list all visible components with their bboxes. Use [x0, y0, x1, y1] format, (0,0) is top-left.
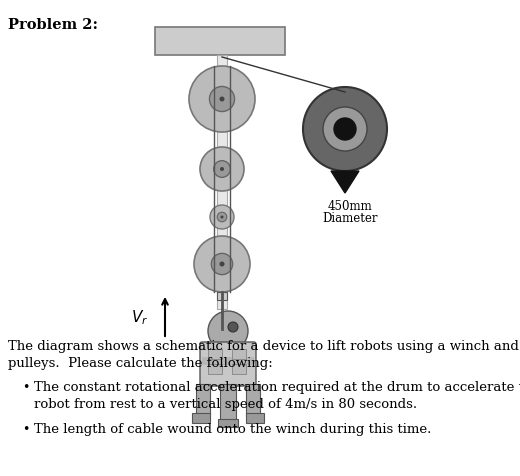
- Circle shape: [210, 87, 235, 112]
- Text: •: •: [22, 380, 29, 393]
- Text: pulleys.  Please calculate the following:: pulleys. Please calculate the following:: [8, 356, 273, 369]
- Circle shape: [323, 108, 367, 152]
- Circle shape: [200, 148, 244, 192]
- Circle shape: [228, 322, 238, 332]
- Bar: [232, 364, 246, 374]
- Text: The length of cable wound onto the winch during this time.: The length of cable wound onto the winch…: [34, 422, 432, 436]
- Circle shape: [334, 119, 356, 141]
- Text: The constant rotational acceleration required at the drum to accelerate the: The constant rotational acceleration req…: [34, 380, 520, 393]
- Bar: [202, 357, 254, 365]
- Circle shape: [214, 161, 230, 178]
- Bar: [246, 413, 264, 423]
- Text: 450mm: 450mm: [328, 199, 372, 213]
- Circle shape: [208, 311, 248, 351]
- Bar: [217, 56, 227, 309]
- Text: The diagram shows a schematic for a device to lift robots using a winch and mult: The diagram shows a schematic for a devi…: [8, 339, 520, 352]
- Circle shape: [217, 213, 227, 222]
- Polygon shape: [331, 172, 359, 194]
- Bar: [208, 349, 222, 359]
- Bar: [220, 384, 236, 422]
- Circle shape: [220, 216, 224, 219]
- Text: •: •: [22, 422, 29, 436]
- Circle shape: [189, 67, 255, 133]
- Bar: [246, 384, 260, 416]
- Text: robot from rest to a vertical speed of 4m/s in 80 seconds.: robot from rest to a vertical speed of 4…: [34, 397, 417, 410]
- Bar: [192, 413, 210, 423]
- Circle shape: [210, 206, 234, 229]
- Bar: [217, 292, 227, 300]
- Bar: [218, 419, 238, 427]
- Bar: [208, 364, 222, 374]
- Text: Problem 2:: Problem 2:: [8, 18, 98, 32]
- FancyBboxPatch shape: [200, 342, 256, 386]
- Bar: [232, 349, 246, 359]
- Circle shape: [194, 237, 250, 292]
- Circle shape: [219, 97, 225, 102]
- Bar: [155, 28, 285, 56]
- Circle shape: [219, 262, 225, 267]
- Bar: [196, 384, 210, 416]
- Text: $\mathit{V}_r$: $\mathit{V}_r$: [131, 308, 148, 327]
- Text: Diameter: Diameter: [322, 211, 378, 225]
- Circle shape: [220, 168, 224, 172]
- Circle shape: [303, 88, 387, 172]
- Circle shape: [211, 254, 232, 275]
